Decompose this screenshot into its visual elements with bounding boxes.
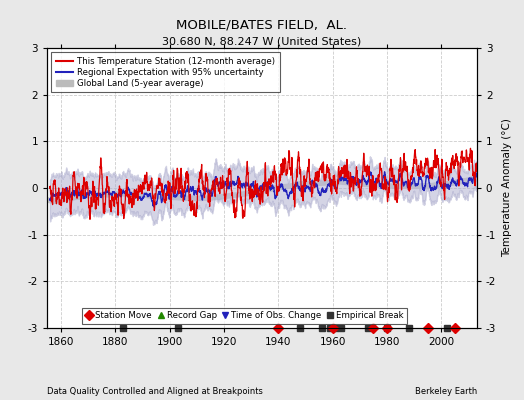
Text: Data Quality Controlled and Aligned at Breakpoints: Data Quality Controlled and Aligned at B… [47, 387, 263, 396]
Text: Berkeley Earth: Berkeley Earth [414, 387, 477, 396]
Y-axis label: Temperature Anomaly (°C): Temperature Anomaly (°C) [502, 118, 512, 258]
Text: MOBILE/BATES FIELD,  AL.: MOBILE/BATES FIELD, AL. [177, 19, 347, 32]
Legend: Station Move, Record Gap, Time of Obs. Change, Empirical Break: Station Move, Record Gap, Time of Obs. C… [82, 308, 407, 324]
Text: 30.680 N, 88.247 W (United States): 30.680 N, 88.247 W (United States) [162, 36, 362, 46]
